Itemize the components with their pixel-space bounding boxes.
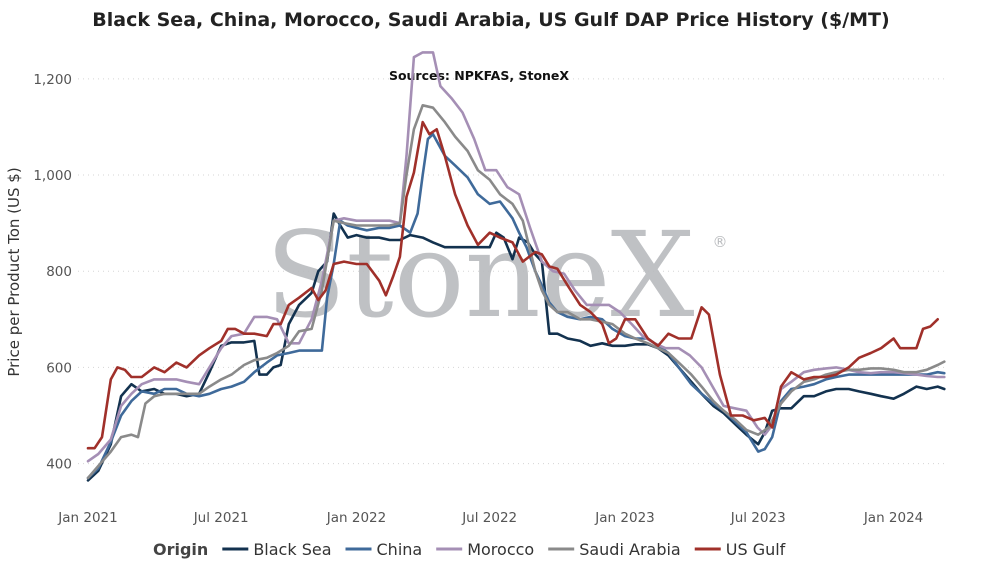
legend-item-morocco: Morocco xyxy=(436,540,534,559)
x-tick-label: Jan 2024 xyxy=(863,510,923,526)
x-tick-label: Jul 2023 xyxy=(730,510,786,526)
y-tick-label: 800 xyxy=(46,264,72,280)
legend: Origin Black Sea China Morocco Saudi Arabia… xyxy=(153,540,786,559)
watermark-registered-mark: ® xyxy=(713,233,728,251)
x-tick-label: Jan 2021 xyxy=(57,510,117,526)
legend-label-china: China xyxy=(377,540,423,559)
y-tick-label: 1,200 xyxy=(33,72,72,88)
legend-item-black-sea: Black Sea xyxy=(222,540,332,559)
series-lines xyxy=(86,51,946,482)
y-tick-label: 1,000 xyxy=(33,168,72,184)
series-line-saudi-arabia xyxy=(86,104,946,480)
watermark: StoneX ® xyxy=(265,206,727,344)
y-axis-label: Price per Product Ton (US $) xyxy=(5,167,23,376)
legend-label-saudi-arabia: Saudi Arabia xyxy=(579,540,681,559)
legend-title: Origin xyxy=(153,540,208,559)
legend-label-us-gulf: US Gulf xyxy=(726,540,786,559)
series-line-black-sea xyxy=(86,212,946,482)
grid-lines xyxy=(78,78,948,465)
legend-item-saudi-arabia: Saudi Arabia xyxy=(548,540,681,559)
chart-title: Black Sea, China, Morocco, Saudi Arabia,… xyxy=(92,9,889,31)
y-tick-label: 600 xyxy=(46,360,72,376)
series-line-us-gulf xyxy=(86,120,940,450)
legend-item-china: China xyxy=(345,540,423,559)
legend-label-morocco: Morocco xyxy=(467,540,534,559)
legend-item-us-gulf: US Gulf xyxy=(694,540,786,559)
y-axis-ticks: 400 600 800 1,000 1,200 xyxy=(33,72,72,473)
y-tick-label: 400 xyxy=(46,457,72,473)
x-tick-label: Jul 2021 xyxy=(193,510,249,526)
x-tick-label: Jul 2022 xyxy=(461,510,517,526)
series-line-china xyxy=(86,132,946,480)
x-axis-ticks: Jan 2021 Jul 2021 Jan 2022 Jul 2022 Jan 2023… xyxy=(57,510,923,526)
x-tick-label: Jan 2022 xyxy=(326,510,386,526)
chart-subtitle: Sources: NPKFAS, StoneX xyxy=(389,68,569,83)
x-tick-label: Jan 2023 xyxy=(594,510,654,526)
legend-label-black-sea: Black Sea xyxy=(253,540,331,559)
series-line-morocco xyxy=(86,51,946,463)
